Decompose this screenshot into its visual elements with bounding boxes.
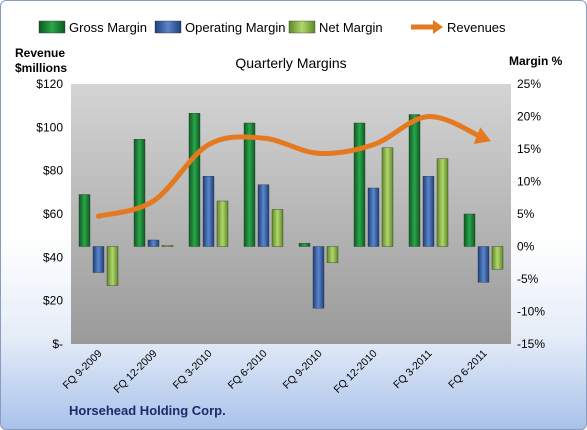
category-label: FQ 12-2010	[332, 348, 380, 396]
bar-operating-margin	[257, 184, 270, 247]
bar-operating-margin	[92, 246, 105, 273]
right-tick-label: -15%	[517, 337, 545, 351]
revenue-arrowhead	[473, 127, 491, 144]
bar-gross-margin	[243, 122, 256, 247]
legend-label: Gross Margin	[69, 20, 147, 35]
legend-swatch	[288, 20, 316, 34]
left-tick-label: $120	[36, 77, 63, 91]
legend-item-revenues: Revenues	[411, 20, 506, 35]
legend: Gross Margin Operating Margin Net Margin Re…	[38, 20, 506, 35]
right-tick-label: 20%	[517, 110, 541, 124]
bar-net-margin	[436, 158, 449, 247]
category-labels: FQ 9-2009 FQ 12-2009 FQ 3-2010 FQ 6-2010 FQ …	[61, 348, 490, 396]
bar-operating-margin	[147, 239, 160, 247]
left-tick-label: $100	[36, 120, 63, 134]
bar-gross-margin	[133, 139, 146, 247]
right-tick-label: 25%	[517, 77, 541, 91]
revenue-line-layer	[96, 114, 491, 219]
bar-net-margin	[326, 246, 339, 263]
bar-net-margin	[216, 200, 229, 247]
left-axis-title-line1: Revenue	[15, 46, 65, 60]
bar-operating-margin	[477, 246, 490, 283]
right-tick-label: 15%	[517, 142, 541, 156]
bar-operating-margin	[202, 176, 215, 247]
bars	[78, 113, 504, 309]
right-tick-label: 10%	[517, 175, 541, 189]
bar-gross-margin	[353, 122, 366, 247]
right-axis-title: Margin %	[509, 54, 563, 68]
category-label: FQ 9-2009	[61, 348, 105, 392]
right-tick-label: 0%	[517, 240, 535, 254]
right-tick-label: -5%	[517, 272, 539, 286]
right-axis-ticks: -15% -10% -5% 0% 5% 10% 15% 20% 25%	[517, 77, 545, 351]
legend-label: Net Margin	[319, 20, 383, 35]
bar-gross-margin	[188, 113, 201, 247]
left-tick-label: $40	[43, 250, 63, 264]
bar-operating-margin	[367, 187, 380, 247]
left-axis-ticks: $- $20 $40 $60 $80 $100 $120	[36, 77, 63, 351]
bar-operating-margin	[422, 176, 435, 247]
category-label: FQ 12-2009	[112, 348, 160, 396]
company-name: Horsehead Holding Corp.	[69, 403, 226, 418]
bar-net-margin	[271, 209, 284, 247]
bar-net-margin	[491, 246, 504, 270]
bar-net-margin	[106, 246, 119, 286]
left-tick-label: $-	[52, 337, 63, 351]
legend-label: Operating Margin	[185, 20, 285, 35]
right-tick-label: 5%	[517, 207, 535, 221]
legend-item-gross-margin: Gross Margin	[38, 20, 147, 35]
category-label: FQ 3-2010	[171, 348, 215, 392]
right-tick-label: -10%	[517, 305, 545, 319]
bar-gross-margin	[408, 114, 421, 247]
left-tick-label: $60	[43, 207, 63, 221]
bar-gross-margin	[298, 243, 311, 247]
legend-label: Revenues	[447, 20, 506, 35]
legend-item-operating-margin: Operating Margin	[154, 20, 285, 35]
category-label: FQ 6-2011	[446, 348, 490, 392]
legend-swatch	[154, 20, 182, 34]
legend-item-net-margin: Net Margin	[288, 20, 383, 35]
category-label: FQ 3-2011	[391, 348, 435, 392]
left-tick-label: $80	[43, 164, 63, 178]
legend-swatch	[38, 20, 66, 34]
category-label: FQ 9-2010	[281, 348, 325, 392]
bar-net-margin	[161, 244, 174, 247]
bar-operating-margin	[312, 246, 325, 309]
chart-title: Quarterly Margins	[235, 55, 346, 71]
bar-net-margin	[381, 147, 394, 247]
bar-gross-margin	[463, 213, 476, 247]
left-axis-title-line2: $millions	[15, 61, 67, 75]
bar-gross-margin	[78, 194, 91, 247]
legend-swatch-arrow	[433, 20, 443, 34]
revenue-line	[96, 114, 486, 219]
category-label: FQ 6-2010	[226, 348, 270, 392]
left-tick-label: $20	[43, 294, 63, 308]
